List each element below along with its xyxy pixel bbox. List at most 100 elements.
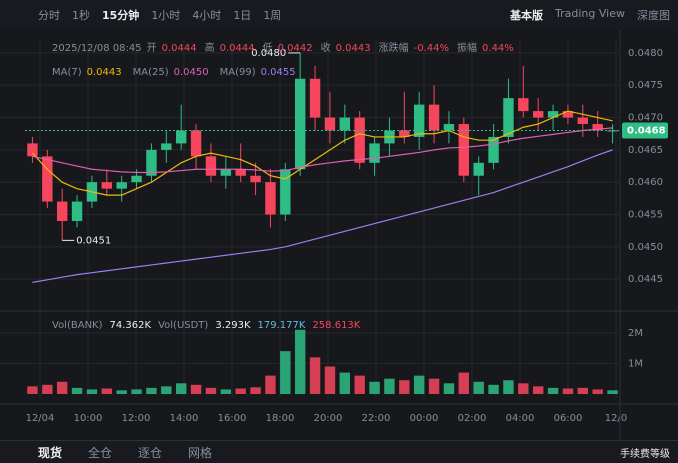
- candle-body: [27, 143, 38, 157]
- info-name: 低: [263, 41, 273, 54]
- candle-body: [280, 169, 291, 215]
- candle-body: [473, 162, 484, 176]
- volume-bar: [384, 378, 395, 394]
- high-label: 0.0480: [251, 48, 286, 59]
- candle-body: [175, 130, 187, 144]
- interval[interactable]: 4小时: [192, 9, 222, 22]
- info-value: 0.0442: [278, 43, 313, 54]
- x-tick-label: 16:00: [218, 413, 247, 424]
- vol-legend: Vol(BANK): [52, 320, 103, 331]
- volume-bar: [577, 387, 589, 394]
- view[interactable]: Trading View: [555, 7, 625, 20]
- interval[interactable]: 1周: [263, 9, 282, 22]
- x-tick-label: 04:00: [506, 413, 535, 424]
- info-value: 0.0444: [162, 43, 197, 54]
- volume-bar: [562, 388, 574, 394]
- candle-body: [413, 104, 425, 137]
- candle-body: [503, 98, 514, 137]
- candle-body: [309, 78, 321, 118]
- tab[interactable]: 网格: [188, 445, 213, 460]
- candle-body: [399, 130, 410, 137]
- volume-bar: [116, 390, 127, 394]
- volume-bar: [250, 387, 261, 394]
- candle-body: [294, 78, 306, 170]
- view[interactable]: 基本版: [510, 9, 544, 22]
- volume-bar: [607, 390, 618, 394]
- candle-body: [354, 117, 365, 163]
- candle-body: [547, 111, 559, 118]
- interval[interactable]: 1小时: [151, 9, 181, 22]
- y-tick-label: 0.0460: [628, 177, 663, 188]
- tab[interactable]: 全仓: [88, 445, 113, 460]
- candle-body: [190, 130, 202, 157]
- volume-bar: [220, 389, 232, 394]
- x-tick-label: 00:00: [410, 413, 439, 424]
- plot-bg: [0, 30, 678, 440]
- candle-body: [116, 182, 127, 189]
- x-tick-label: 14:00: [170, 413, 199, 424]
- volume-bar: [265, 375, 276, 394]
- volume-bar: [399, 380, 410, 394]
- volume-bar: [71, 387, 83, 394]
- vol-legend: 74.362K: [110, 320, 152, 331]
- toolbar: 分时 1秒 15分钟 1小时 4小时 1日 1周 基本版 Trading Vie…: [0, 0, 678, 30]
- y-tick-label: 0.0455: [628, 210, 663, 221]
- info-name: 收: [321, 41, 331, 54]
- ma-line: [32, 127, 613, 174]
- candle-body: [577, 117, 589, 125]
- volume-bar: [324, 366, 336, 394]
- x-tick-label: 02:00: [458, 413, 487, 424]
- volume-bar: [146, 387, 157, 394]
- info-value: 0.0444: [220, 43, 255, 54]
- y-tick-label: 0.0465: [628, 145, 663, 156]
- info-name: 开: [147, 43, 157, 54]
- volume-bar: [190, 384, 202, 394]
- x-tick-label: 22:00: [362, 413, 391, 424]
- candle-body: [146, 149, 157, 176]
- info-value: 0.0443: [336, 43, 371, 54]
- tab[interactable]: 逐仓: [138, 445, 163, 460]
- view-switch: 基本版 Trading View 深度图: [498, 7, 670, 23]
- candle-body: [205, 156, 217, 176]
- x-tick-label: 06:00: [554, 413, 583, 424]
- view[interactable]: 深度图: [637, 9, 670, 22]
- candle-body: [71, 201, 83, 221]
- x-tick-label: 12/04: [26, 413, 55, 424]
- candle-body: [518, 98, 529, 112]
- candle-body: [101, 182, 113, 189]
- info-time: 2025/12/08 08:45: [52, 43, 142, 54]
- candle-body: [131, 175, 142, 183]
- candle-body: [250, 175, 261, 183]
- last-price-tag: [622, 122, 668, 139]
- volume-bar: [518, 383, 529, 394]
- interval[interactable]: 15分钟: [102, 9, 140, 22]
- volume-bar: [86, 389, 98, 394]
- volume-bar: [458, 372, 470, 394]
- volume-bar: [161, 386, 172, 394]
- last-price: 0.0468: [627, 125, 666, 136]
- x-tick-label: 12/0: [605, 413, 627, 424]
- volume-bar: [339, 372, 351, 394]
- candle-body: [220, 169, 232, 176]
- fee-level[interactable]: 手续费等级: [620, 448, 670, 460]
- info-name: 高: [205, 41, 215, 54]
- tab[interactable]: 现货: [38, 445, 63, 460]
- y-tick-label: 0.0450: [628, 242, 663, 253]
- candle-body: [607, 130, 618, 132]
- bottom-tabs: 现货 全仓 逐仓 网格 手续费等级: [0, 440, 678, 463]
- volume-bar: [532, 386, 544, 394]
- volume-bar: [27, 386, 38, 394]
- y-tick-label: 0.0475: [628, 80, 663, 91]
- interval[interactable]: 1日: [233, 9, 252, 22]
- info-name: 振幅: [457, 41, 477, 54]
- ma-legend-name: MA(25): [133, 67, 169, 78]
- candle-body: [161, 143, 172, 150]
- volume-bar: [42, 384, 53, 394]
- candle-body: [458, 124, 470, 176]
- low-label: 0.0451: [76, 235, 111, 246]
- interval[interactable]: 分时: [38, 9, 60, 22]
- volume-bar: [428, 378, 440, 394]
- interval[interactable]: 1秒: [72, 9, 90, 22]
- volume-bar: [488, 384, 499, 394]
- ma-legend-value: 0.0443: [87, 67, 122, 78]
